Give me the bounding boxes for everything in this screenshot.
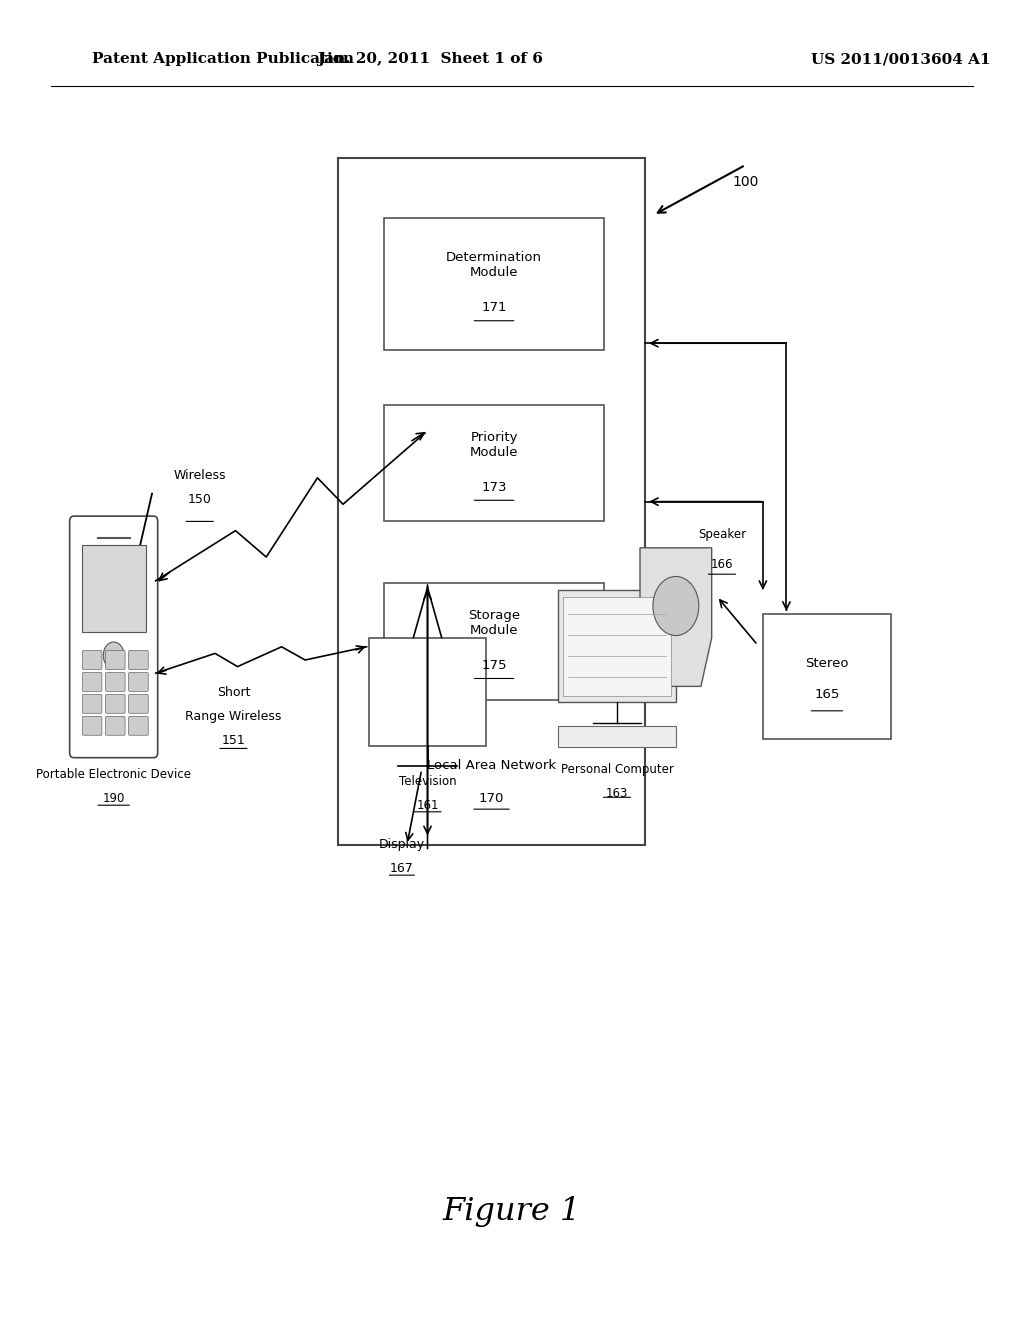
FancyBboxPatch shape (82, 672, 102, 692)
Text: 151: 151 (221, 734, 246, 747)
Text: Determination
Module: Determination Module (446, 251, 542, 280)
Text: 175: 175 (481, 659, 507, 672)
Text: Storage
Module: Storage Module (468, 609, 520, 638)
Circle shape (103, 642, 124, 669)
FancyBboxPatch shape (129, 651, 148, 669)
Text: 161: 161 (417, 799, 438, 812)
Text: Range Wireless: Range Wireless (185, 710, 282, 723)
FancyBboxPatch shape (82, 544, 145, 632)
Text: Speaker: Speaker (698, 528, 745, 541)
Text: 171: 171 (481, 301, 507, 314)
Text: Jan. 20, 2011  Sheet 1 of 6: Jan. 20, 2011 Sheet 1 of 6 (317, 53, 543, 66)
FancyBboxPatch shape (338, 158, 645, 845)
FancyBboxPatch shape (563, 597, 671, 696)
Text: Stereo: Stereo (805, 657, 849, 669)
Text: Personal Computer: Personal Computer (560, 763, 674, 776)
Circle shape (653, 577, 698, 636)
Text: 165: 165 (814, 689, 840, 701)
FancyBboxPatch shape (384, 405, 604, 521)
Text: Display: Display (379, 838, 425, 851)
Text: Short: Short (217, 686, 250, 700)
FancyBboxPatch shape (105, 672, 125, 692)
Text: 173: 173 (481, 480, 507, 494)
Text: Wireless: Wireless (173, 469, 226, 482)
Text: 170: 170 (479, 792, 504, 805)
Text: Figure 1: Figure 1 (442, 1196, 582, 1228)
FancyBboxPatch shape (558, 590, 676, 702)
FancyBboxPatch shape (105, 651, 125, 669)
Text: Portable Electronic Device: Portable Electronic Device (36, 768, 191, 781)
FancyBboxPatch shape (70, 516, 158, 758)
Text: 167: 167 (390, 862, 414, 875)
Text: 166: 166 (711, 558, 733, 572)
FancyBboxPatch shape (558, 726, 676, 747)
FancyBboxPatch shape (105, 717, 125, 735)
FancyBboxPatch shape (384, 583, 604, 700)
FancyBboxPatch shape (82, 651, 102, 669)
Text: US 2011/0013604 A1: US 2011/0013604 A1 (811, 53, 991, 66)
Text: 100: 100 (732, 176, 759, 189)
FancyBboxPatch shape (82, 717, 102, 735)
FancyBboxPatch shape (129, 694, 148, 713)
FancyBboxPatch shape (105, 694, 125, 713)
Text: Priority
Module: Priority Module (470, 430, 518, 459)
FancyBboxPatch shape (82, 694, 102, 713)
Text: Television: Television (398, 775, 457, 788)
FancyBboxPatch shape (384, 218, 604, 350)
FancyBboxPatch shape (369, 638, 486, 746)
FancyBboxPatch shape (129, 717, 148, 735)
Text: Patent Application Publication: Patent Application Publication (92, 53, 354, 66)
Text: 150: 150 (187, 492, 212, 506)
FancyBboxPatch shape (129, 672, 148, 692)
Text: Local Area Network: Local Area Network (427, 759, 556, 772)
FancyBboxPatch shape (763, 614, 891, 739)
Text: 190: 190 (102, 792, 125, 805)
Text: 163: 163 (606, 787, 628, 800)
Polygon shape (640, 548, 712, 686)
